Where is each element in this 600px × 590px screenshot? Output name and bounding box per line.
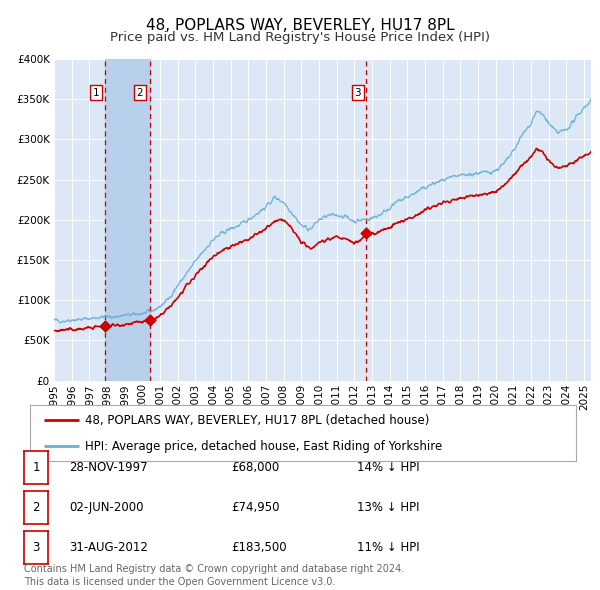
Text: 31-AUG-2012: 31-AUG-2012 (69, 541, 148, 554)
Text: £74,950: £74,950 (231, 501, 280, 514)
Point (361, 228, 371, 238)
Text: 11% ↓ HPI: 11% ↓ HPI (357, 541, 419, 554)
Text: 48, POPLARS WAY, BEVERLEY, HU17 8PL: 48, POPLARS WAY, BEVERLEY, HU17 8PL (146, 18, 454, 32)
Text: 2: 2 (32, 501, 40, 514)
Text: 1: 1 (32, 461, 40, 474)
Text: £68,000: £68,000 (231, 461, 279, 474)
Text: 1: 1 (93, 88, 100, 98)
Text: 14% ↓ HPI: 14% ↓ HPI (357, 461, 419, 474)
Text: HPI: Average price, detached house, East Riding of Yorkshire: HPI: Average price, detached house, East… (85, 440, 442, 453)
Text: 02-JUN-2000: 02-JUN-2000 (69, 501, 143, 514)
Text: 13% ↓ HPI: 13% ↓ HPI (357, 501, 419, 514)
Text: 3: 3 (355, 88, 361, 98)
Point (101, 321, 110, 330)
Point (145, 316, 155, 325)
Text: 48, POPLARS WAY, BEVERLEY, HU17 8PL (detached house): 48, POPLARS WAY, BEVERLEY, HU17 8PL (det… (85, 414, 429, 427)
Text: 3: 3 (32, 541, 40, 554)
Text: £183,500: £183,500 (231, 541, 287, 554)
Bar (106, 59, 150, 381)
Text: 2: 2 (136, 88, 143, 98)
Text: Price paid vs. HM Land Registry's House Price Index (HPI): Price paid vs. HM Land Registry's House … (110, 31, 490, 44)
Text: Contains HM Land Registry data © Crown copyright and database right 2024.
This d: Contains HM Land Registry data © Crown c… (24, 564, 404, 587)
Text: 28-NOV-1997: 28-NOV-1997 (69, 461, 148, 474)
